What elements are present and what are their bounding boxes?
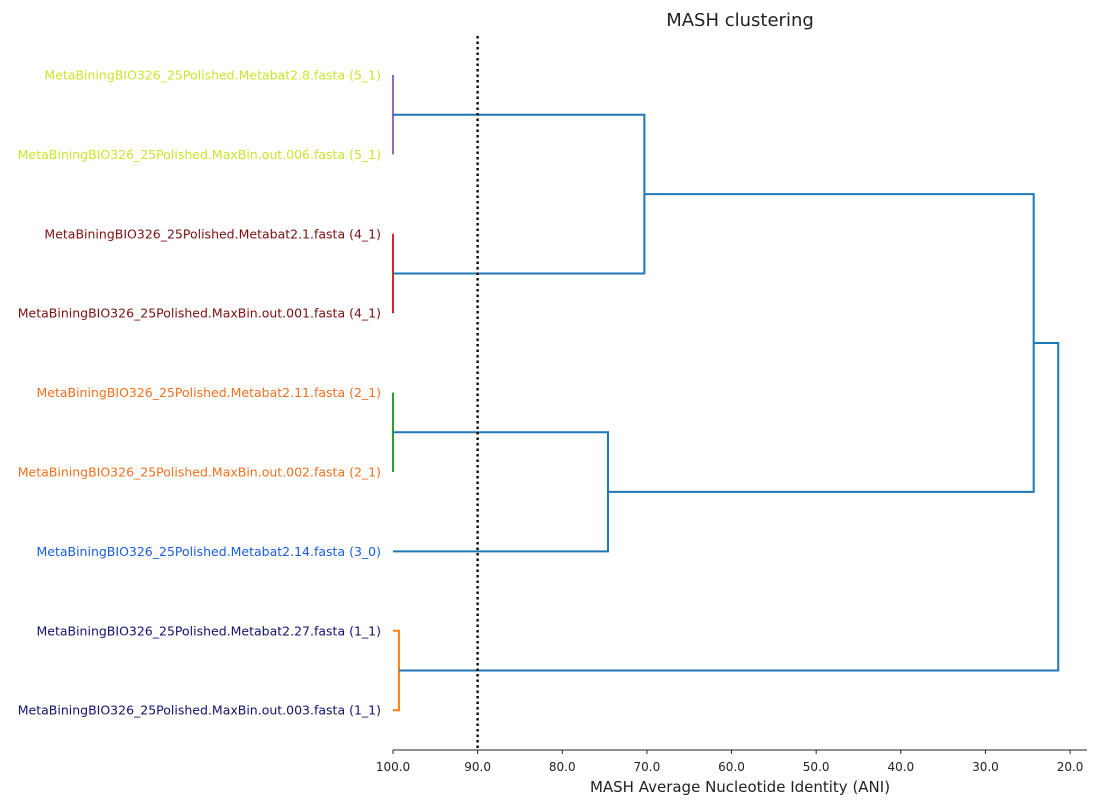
leaf-label: MetaBiningBIO326_25Polished.Metabat2.27.… xyxy=(36,623,381,638)
dendrogram-link-m5 xyxy=(393,113,646,275)
x-tick-label: 90.0 xyxy=(464,760,491,774)
dendrogram-links xyxy=(392,75,1060,712)
dendrogram-link-m8 xyxy=(398,341,1060,672)
x-tick-label: 60.0 xyxy=(718,760,745,774)
x-axis: 100.0 90.0 80.0 70.0 60.0 50.0 40.0 30.0 20.0 xyxy=(376,749,1087,774)
leaf-label: MetaBiningBIO326_25Polished.MaxBin.out.0… xyxy=(18,306,381,321)
dendrogram-link-m6 xyxy=(393,431,609,553)
leaf-label: MetaBiningBIO326_25Polished.MaxBin.out.0… xyxy=(18,465,381,480)
x-tick-label: 20.0 xyxy=(1057,760,1084,774)
x-tick-label: 70.0 xyxy=(634,760,661,774)
leaf-label: MetaBiningBIO326_25Polished.Metabat2.14.… xyxy=(36,544,381,559)
leaf-label: MetaBiningBIO326_25Polished.MaxBin.out.0… xyxy=(18,147,381,162)
dendrogram-link-m4 xyxy=(393,629,400,712)
dendrogram-link-m7 xyxy=(607,193,1035,493)
leaf-label: MetaBiningBIO326_25Polished.Metabat2.8.f… xyxy=(44,68,381,83)
x-tick-label: 40.0 xyxy=(887,760,914,774)
x-tick-label: 50.0 xyxy=(803,760,830,774)
chart-title: MASH clustering xyxy=(666,10,814,31)
leaf-label: MetaBiningBIO326_25Polished.MaxBin.out.0… xyxy=(18,703,381,718)
leaf-labels: MetaBiningBIO326_25Polished.Metabat2.8.f… xyxy=(18,68,381,718)
x-tick-label: 30.0 xyxy=(972,760,999,774)
x-axis-title: MASH Average Nucleotide Identity (ANI) xyxy=(590,778,890,796)
leaf-label: MetaBiningBIO326_25Polished.Metabat2.11.… xyxy=(36,385,381,400)
leaf-label: MetaBiningBIO326_25Polished.Metabat2.1.f… xyxy=(44,226,381,241)
x-tick-label: 80.0 xyxy=(549,760,576,774)
x-tick-label: 100.0 xyxy=(376,760,410,774)
